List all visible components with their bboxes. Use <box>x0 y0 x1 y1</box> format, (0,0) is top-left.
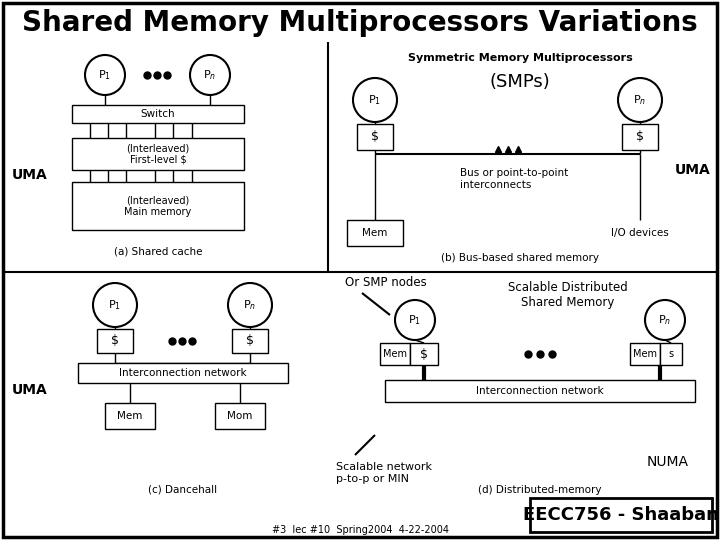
Circle shape <box>228 283 272 327</box>
Text: P$_1$: P$_1$ <box>99 68 112 82</box>
Text: Mem: Mem <box>633 349 657 359</box>
FancyBboxPatch shape <box>72 182 244 230</box>
Text: (a) Shared cache: (a) Shared cache <box>114 247 202 257</box>
Text: I/O devices: I/O devices <box>611 228 669 238</box>
Text: $: $ <box>636 131 644 144</box>
Text: EECC756 - Shaaban: EECC756 - Shaaban <box>523 506 719 524</box>
FancyBboxPatch shape <box>630 343 660 365</box>
FancyBboxPatch shape <box>232 329 268 353</box>
Text: Bus or point-to-point
interconnects: Bus or point-to-point interconnects <box>460 168 568 190</box>
Text: Switch: Switch <box>140 109 175 119</box>
Text: UMA: UMA <box>12 168 48 182</box>
Text: P$_n$: P$_n$ <box>658 313 672 327</box>
Text: Mom: Mom <box>228 411 253 421</box>
FancyBboxPatch shape <box>410 343 438 365</box>
Text: UMA: UMA <box>12 383 48 397</box>
Text: Symmetric Memory Multiprocessors: Symmetric Memory Multiprocessors <box>408 53 632 63</box>
Text: $: $ <box>111 334 119 348</box>
Text: Scalable Distributed
Shared Memory: Scalable Distributed Shared Memory <box>508 281 628 309</box>
Text: Interconnection network: Interconnection network <box>476 386 604 396</box>
FancyBboxPatch shape <box>72 138 244 170</box>
Circle shape <box>190 55 230 95</box>
Text: (b) Bus-based shared memory: (b) Bus-based shared memory <box>441 253 599 263</box>
Text: Or SMP nodes: Or SMP nodes <box>345 276 427 289</box>
Text: UMA: UMA <box>675 163 711 177</box>
Text: Mem: Mem <box>383 349 407 359</box>
Text: P$_1$: P$_1$ <box>369 93 382 107</box>
Text: P$_n$: P$_n$ <box>243 298 256 312</box>
Text: P$_1$: P$_1$ <box>408 313 421 327</box>
Text: P$_n$: P$_n$ <box>203 68 217 82</box>
Circle shape <box>618 78 662 122</box>
Text: $: $ <box>371 131 379 144</box>
FancyBboxPatch shape <box>385 380 695 402</box>
FancyBboxPatch shape <box>78 363 288 383</box>
Text: Mem: Mem <box>117 411 143 421</box>
FancyBboxPatch shape <box>530 498 712 532</box>
Text: (SMPs): (SMPs) <box>490 73 550 91</box>
Text: (Interleaved)
Main memory: (Interleaved) Main memory <box>125 195 192 217</box>
Text: $: $ <box>420 348 428 361</box>
FancyBboxPatch shape <box>347 220 403 246</box>
Circle shape <box>395 300 435 340</box>
Text: (d) Distributed-memory: (d) Distributed-memory <box>478 485 602 495</box>
FancyBboxPatch shape <box>105 403 155 429</box>
FancyBboxPatch shape <box>622 124 658 150</box>
Text: (c) Dancehall: (c) Dancehall <box>148 485 217 495</box>
Circle shape <box>353 78 397 122</box>
FancyBboxPatch shape <box>215 403 265 429</box>
FancyBboxPatch shape <box>380 343 410 365</box>
Text: Interconnection network: Interconnection network <box>120 368 247 378</box>
Circle shape <box>93 283 137 327</box>
FancyBboxPatch shape <box>357 124 393 150</box>
Text: Shared Memory Multiprocessors Variations: Shared Memory Multiprocessors Variations <box>22 9 698 37</box>
Circle shape <box>645 300 685 340</box>
Text: Mem: Mem <box>362 228 387 238</box>
FancyBboxPatch shape <box>72 105 244 123</box>
Text: #3  lec #10  Spring2004  4-22-2004: #3 lec #10 Spring2004 4-22-2004 <box>271 525 449 535</box>
Text: (Interleaved)
First-level $: (Interleaved) First-level $ <box>127 143 189 165</box>
Text: $: $ <box>246 334 254 348</box>
FancyBboxPatch shape <box>660 343 682 365</box>
Text: P$_n$: P$_n$ <box>634 93 647 107</box>
Text: P$_1$: P$_1$ <box>109 298 122 312</box>
FancyBboxPatch shape <box>97 329 133 353</box>
FancyBboxPatch shape <box>3 3 717 537</box>
Text: Scalable network
p-to-p or MIN: Scalable network p-to-p or MIN <box>336 462 432 484</box>
Text: s: s <box>668 349 674 359</box>
Text: NUMA: NUMA <box>647 455 689 469</box>
Circle shape <box>85 55 125 95</box>
